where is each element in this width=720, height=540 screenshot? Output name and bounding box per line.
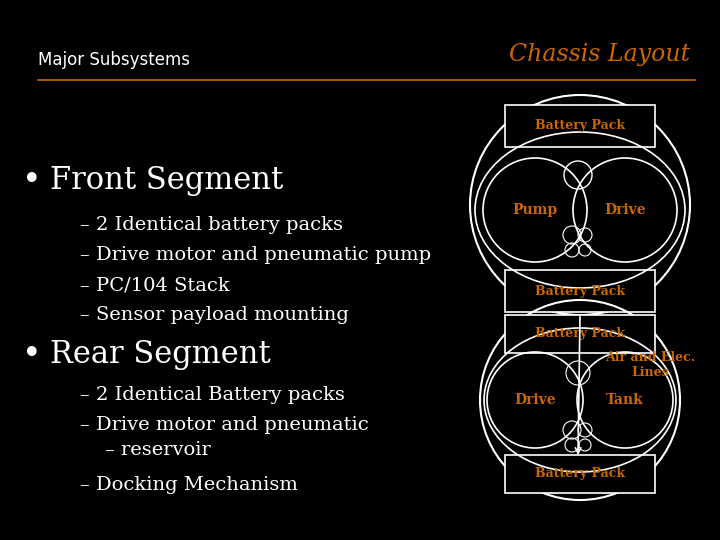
Text: – 2 Identical Battery packs: – 2 Identical Battery packs xyxy=(80,386,345,404)
Text: – PC/104 Stack: – PC/104 Stack xyxy=(80,276,230,294)
Text: – 2 Identical battery packs: – 2 Identical battery packs xyxy=(80,216,343,234)
Bar xyxy=(505,105,655,147)
Text: – Drive motor and pneumatic: – Drive motor and pneumatic xyxy=(80,416,369,434)
Bar xyxy=(505,270,655,312)
Text: Battery Pack: Battery Pack xyxy=(535,119,625,132)
Text: Major Subsystems: Major Subsystems xyxy=(38,51,190,69)
Text: Air and Elec.
Lines: Air and Elec. Lines xyxy=(605,351,695,379)
Text: – Sensor payload mounting: – Sensor payload mounting xyxy=(80,306,349,324)
Text: Tank: Tank xyxy=(606,393,644,407)
Text: Rear Segment: Rear Segment xyxy=(50,340,271,370)
Text: Chassis Layout: Chassis Layout xyxy=(509,44,690,66)
Text: – Docking Mechanism: – Docking Mechanism xyxy=(80,476,298,494)
Text: Drive: Drive xyxy=(604,203,646,217)
Bar xyxy=(505,315,655,353)
Text: Battery Pack: Battery Pack xyxy=(535,468,625,481)
Text: Battery Pack: Battery Pack xyxy=(535,327,625,341)
Text: •: • xyxy=(22,339,42,372)
Bar xyxy=(505,455,655,493)
Text: – reservoir: – reservoir xyxy=(105,441,211,459)
Text: Drive: Drive xyxy=(514,393,556,407)
Text: •: • xyxy=(22,164,42,197)
Text: Battery Pack: Battery Pack xyxy=(535,285,625,298)
Text: Pump: Pump xyxy=(513,203,557,217)
Text: Front Segment: Front Segment xyxy=(50,165,283,195)
Text: – Drive motor and pneumatic pump: – Drive motor and pneumatic pump xyxy=(80,246,431,264)
